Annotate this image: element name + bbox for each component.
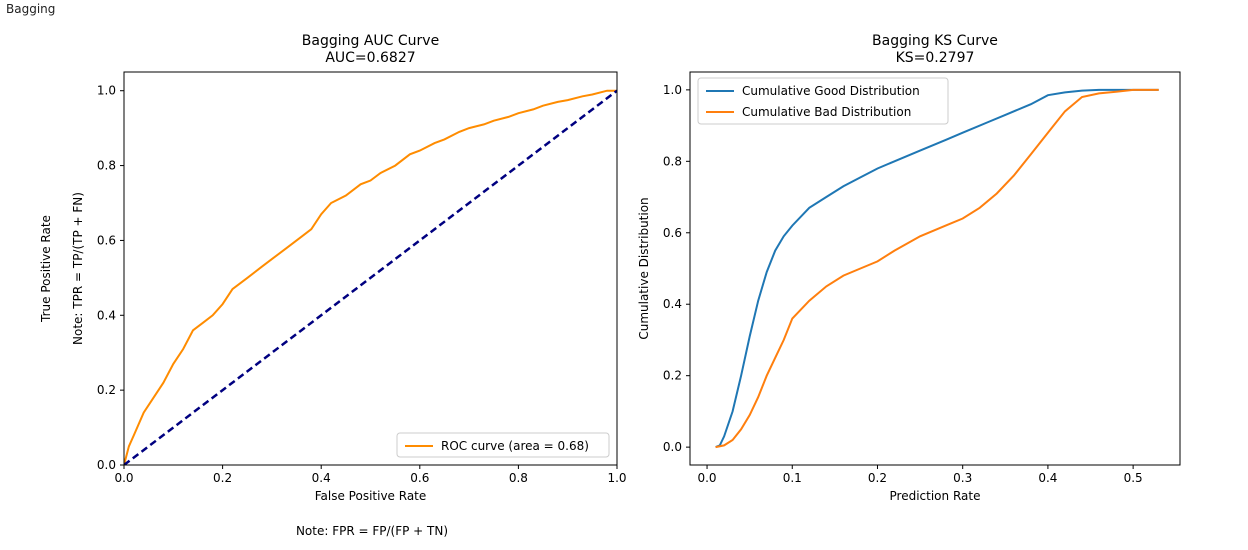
chart1-x-tick-label: 0.6 (410, 471, 429, 485)
chart1-axes-frame (123, 71, 618, 466)
chart1-series-line-1 (124, 89, 617, 465)
chart1-x-tick-label: 0.0 (114, 471, 133, 485)
chart2-x-tick-label: 0.2 (868, 471, 887, 485)
chart2-title: Bagging KS Curve (872, 33, 998, 49)
chart1-x-axis-label: False Positive Rate (315, 489, 427, 503)
header-label: Bagging (6, 2, 56, 16)
chart2-x-tick-label: 0.4 (1038, 471, 1057, 485)
chart1-legend-box (396, 432, 610, 458)
chart1-x-tick-label: 1.0 (607, 471, 626, 485)
chart2-y-tick-label: 0.8 (663, 154, 682, 168)
chart2-x-tick-label: 0.0 (697, 471, 716, 485)
chart1-y-tick-label: 1.0 (97, 84, 116, 98)
chart2-y-tick-label: 0.2 (663, 369, 682, 383)
chart1-x-tick-label: 0.2 (213, 471, 232, 485)
chart2-subtitle: KS=0.2797 (896, 50, 975, 66)
chart1-y-tick-label: 0.6 (97, 233, 116, 247)
chart2-y-tick-label: 0.6 (663, 226, 682, 240)
chart1-y-axis-note: Note: TPR = TP/(TP + FN) (71, 192, 85, 345)
chart2-series-line-2 (715, 88, 1159, 449)
chart2-y-axis-label: Cumulative Distribution (637, 197, 651, 339)
chart2-y-tick-label: 0.4 (663, 297, 682, 311)
chart2-x-tick-label: 0.3 (953, 471, 972, 485)
chart2-legend-box (697, 77, 949, 125)
chart1-x-tick-label: 0.8 (509, 471, 528, 485)
chart1-legend-label: ROC curve (area = 0.68) (441, 439, 589, 453)
chart1-y-tick-label: 0.2 (97, 383, 116, 397)
chart1-y-axis-label: True Positive Rate (39, 215, 53, 323)
chart2-legend-label: Cumulative Good Distribution (742, 84, 920, 98)
chart2-x-tick-label: 0.5 (1124, 471, 1143, 485)
chart2-y-tick-label: 1.0 (663, 83, 682, 97)
chart2-legend-label: Cumulative Bad Distribution (742, 105, 911, 119)
chart2-x-tick-label: 0.1 (783, 471, 802, 485)
chart1-subtitle: AUC=0.6827 (325, 50, 415, 66)
chart1-y-tick-label: 0.4 (97, 308, 116, 322)
chart1-x-tick-label: 0.4 (312, 471, 331, 485)
chart2-axes-frame (689, 71, 1181, 466)
chart1-y-tick-label: 0.0 (97, 458, 116, 472)
chart2-x-axis-label: Prediction Rate (890, 489, 981, 503)
chart2-y-tick-label: 0.0 (663, 440, 682, 454)
chart1-title: Bagging AUC Curve (302, 33, 439, 49)
chart1-y-tick-label: 0.8 (97, 159, 116, 173)
chart2-series-line-1 (715, 88, 1159, 449)
chart1-x-axis-note: Note: FPR = FP/(FP + TN) (296, 524, 448, 538)
chart1-series-line-2 (124, 89, 617, 465)
